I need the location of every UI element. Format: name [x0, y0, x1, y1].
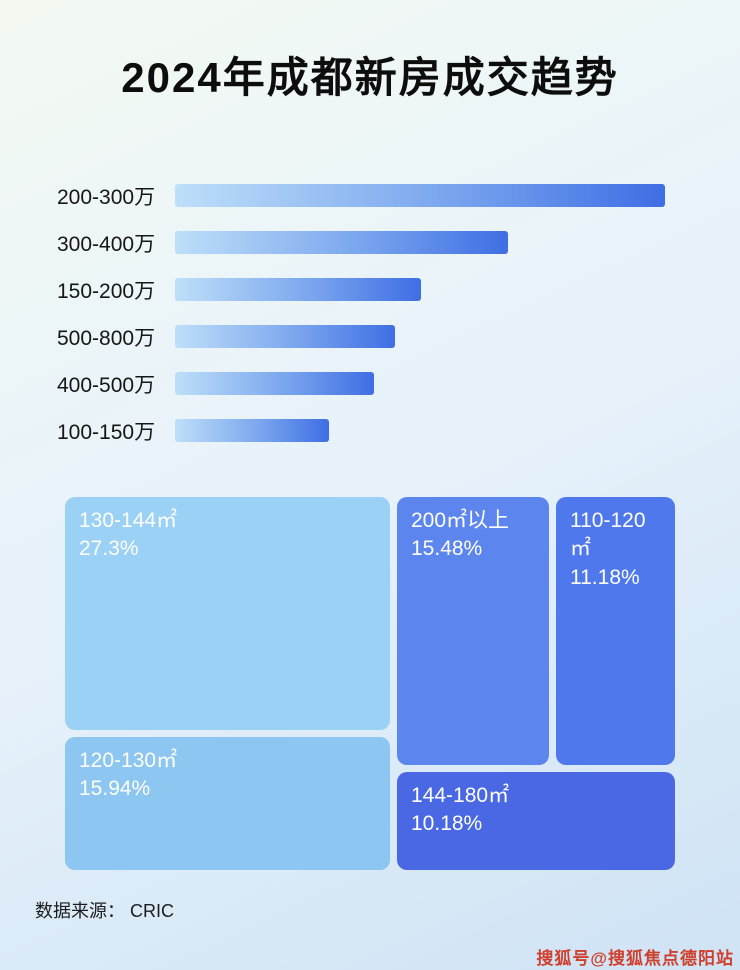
treemap-label: 144-180㎡ [411, 784, 510, 807]
bar-track [175, 325, 665, 348]
bar-label: 200-300万 [57, 185, 156, 209]
bar-400-500 [175, 372, 375, 395]
treemap-block-120-130: 120-130㎡ 15.94% [65, 737, 390, 870]
treemap-label: 200㎡以上 [411, 509, 510, 532]
bar-row: 300-400万 [0, 219, 740, 266]
treemap-percent: 15.48% [411, 537, 483, 561]
bar-chart: 200-300万 300-400万 150-200万 500-800万 400- [0, 172, 740, 454]
bar-500-800 [175, 325, 396, 348]
bar-track [175, 278, 665, 301]
bar-row: 500-800万 [0, 313, 740, 360]
treemap-block-130-144: 130-144㎡ 27.3% [65, 497, 390, 730]
bar-row: 400-500万 [0, 360, 740, 407]
treemap-label: 120-130㎡ [79, 749, 178, 772]
page-title: 2024年成都新房成交趋势 [121, 54, 619, 101]
data-source: 数据来源： CRIC [35, 901, 174, 921]
bar-label: 400-500万 [57, 373, 156, 397]
treemap-label: 110-120㎡ [570, 509, 646, 561]
treemap-block-110-120: 110-120㎡ 11.18% [556, 497, 675, 765]
bar-100-150 [175, 419, 329, 442]
bar-150-200 [175, 278, 421, 301]
bar-track [175, 231, 665, 254]
treemap-percent: 10.18% [411, 812, 483, 836]
watermark: 搜狐号@搜狐焦点德阳站 [536, 949, 734, 968]
treemap-label: 130-144㎡ [79, 509, 178, 532]
bar-label: 100-150万 [57, 420, 156, 444]
bar-track [175, 184, 665, 207]
treemap-block-144-180: 144-180㎡ 10.18% [397, 772, 675, 870]
bar-row: 200-300万 [0, 172, 740, 219]
treemap-percent: 15.94% [79, 777, 151, 801]
bar-200-300 [175, 184, 665, 207]
bar-row: 150-200万 [0, 266, 740, 313]
bar-row: 100-150万 [0, 407, 740, 454]
treemap-percent: 11.18% [570, 565, 640, 589]
treemap-block-200-plus: 200㎡以上 15.48% [397, 497, 549, 765]
treemap: 130-144㎡ 27.3% 120-130㎡ 15.94% 200㎡以上 15… [65, 497, 675, 870]
bar-300-400 [175, 231, 509, 254]
bar-label: 300-400万 [57, 232, 156, 256]
treemap-percent: 27.3% [79, 537, 139, 561]
bar-track [175, 372, 665, 395]
bar-label: 150-200万 [57, 279, 156, 303]
bar-track [175, 419, 665, 442]
bar-label: 500-800万 [57, 326, 156, 350]
